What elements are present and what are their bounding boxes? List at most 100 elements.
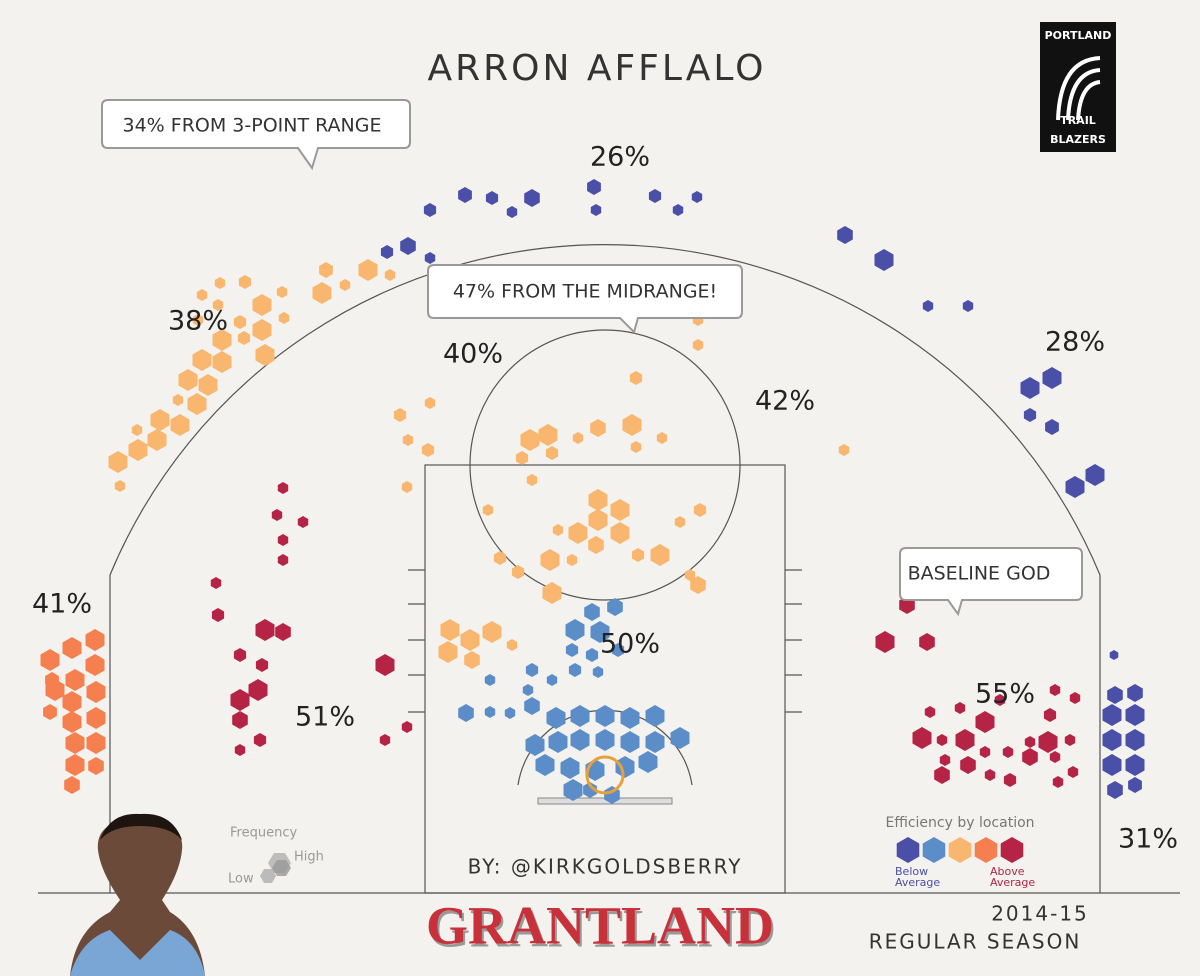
hexagon <box>1049 751 1061 763</box>
hexagon <box>936 734 948 746</box>
hexagon <box>975 711 995 733</box>
hexagon <box>198 374 218 396</box>
hexagon <box>587 179 601 195</box>
hexagon <box>1085 464 1105 486</box>
hexagon <box>423 203 437 217</box>
callout-text: BASELINE GOD <box>908 563 1051 585</box>
hexagon <box>440 619 460 641</box>
hexagon <box>45 672 59 688</box>
zone-percent: 28% <box>1045 327 1105 358</box>
hexagon <box>255 619 275 641</box>
logo-bg <box>1040 22 1116 152</box>
hexagon <box>506 206 518 218</box>
hexagon <box>912 727 932 749</box>
hexagon <box>566 554 578 566</box>
hexagon <box>979 746 991 758</box>
hexagon <box>339 279 351 291</box>
season: REGULAR SEASON <box>869 930 1082 954</box>
hexagon <box>610 522 630 544</box>
hexagon <box>319 262 333 278</box>
legend-high: High <box>294 850 324 865</box>
hexagon <box>838 444 850 456</box>
paint <box>424 464 786 894</box>
hexagon <box>645 705 665 727</box>
hexagon <box>1023 408 1037 422</box>
hexagon <box>212 329 232 351</box>
hexagon <box>150 409 170 431</box>
hexagon <box>253 733 267 747</box>
hexagon <box>922 300 934 312</box>
hexagon <box>485 191 499 205</box>
zone-percent: 55% <box>975 679 1035 710</box>
hexagon <box>493 551 507 565</box>
hexagon <box>211 608 225 622</box>
hexagon <box>276 286 288 298</box>
hexagon <box>1109 650 1119 660</box>
hexagon <box>277 482 289 494</box>
free-throw-circle <box>469 329 741 601</box>
hexagon <box>919 633 935 651</box>
hexagon <box>611 643 625 657</box>
hexagon <box>1065 476 1085 498</box>
legend-title: Frequency <box>230 826 297 841</box>
hexagon <box>546 707 566 729</box>
hexagon <box>548 731 568 753</box>
hexagon <box>86 732 106 754</box>
callout: BASELINE GOD <box>899 547 1083 617</box>
legend-title: Efficiency by location <box>885 815 1034 831</box>
hexagon <box>393 408 407 422</box>
hexagon <box>875 631 895 653</box>
hexagon <box>401 481 413 493</box>
hexagon <box>630 441 642 453</box>
hexagon <box>484 706 496 718</box>
hexagon <box>278 312 290 324</box>
hexagon <box>108 451 128 473</box>
hexagon <box>691 191 703 203</box>
hexagon <box>693 503 707 517</box>
logo-text: PORTLAND <box>1045 29 1112 42</box>
hexagon <box>565 643 579 657</box>
hexagon <box>607 598 623 616</box>
hexagon <box>1038 731 1058 753</box>
hexagon <box>648 189 662 203</box>
hexagon <box>234 744 246 756</box>
player-photo <box>70 813 205 976</box>
hexagon <box>212 299 224 311</box>
hexagon <box>1000 837 1024 863</box>
frequency-legend: Frequency Low High <box>228 826 324 887</box>
hexagon <box>192 314 204 326</box>
hexagon <box>1128 777 1142 793</box>
hexagon <box>939 754 951 766</box>
hexagon <box>590 419 606 437</box>
brand-shadow: GRANTLAND <box>428 898 776 958</box>
zone-percent: 31% <box>1118 824 1178 855</box>
hexagon <box>610 499 630 521</box>
hexagon <box>271 509 283 521</box>
callout: 47% FROM THE MIDRANGE! <box>427 264 743 334</box>
zone-percent: 26% <box>590 142 650 173</box>
hexagon <box>43 704 57 720</box>
hexagon <box>375 654 395 676</box>
zone-percent: 40% <box>443 339 503 370</box>
hexagon <box>1125 729 1145 751</box>
callout: 34% FROM 3-POINT RANGE <box>101 99 411 171</box>
hexagon <box>312 282 332 304</box>
hexagon <box>460 629 480 651</box>
hexagon <box>638 751 658 773</box>
hexagon <box>458 187 472 203</box>
hexagon <box>934 766 950 784</box>
hexagon <box>484 674 496 686</box>
hexagon <box>1069 692 1081 704</box>
hexagon <box>595 705 615 727</box>
hexagon <box>62 711 82 733</box>
hexagon <box>248 679 268 701</box>
hexagon <box>583 782 597 798</box>
hexagon <box>1067 766 1079 778</box>
hexagon <box>438 641 458 663</box>
hexagon <box>563 779 583 801</box>
hexagon <box>565 619 585 641</box>
hexagon <box>955 729 975 751</box>
hexagon <box>656 432 668 444</box>
lane-marks <box>408 569 802 713</box>
